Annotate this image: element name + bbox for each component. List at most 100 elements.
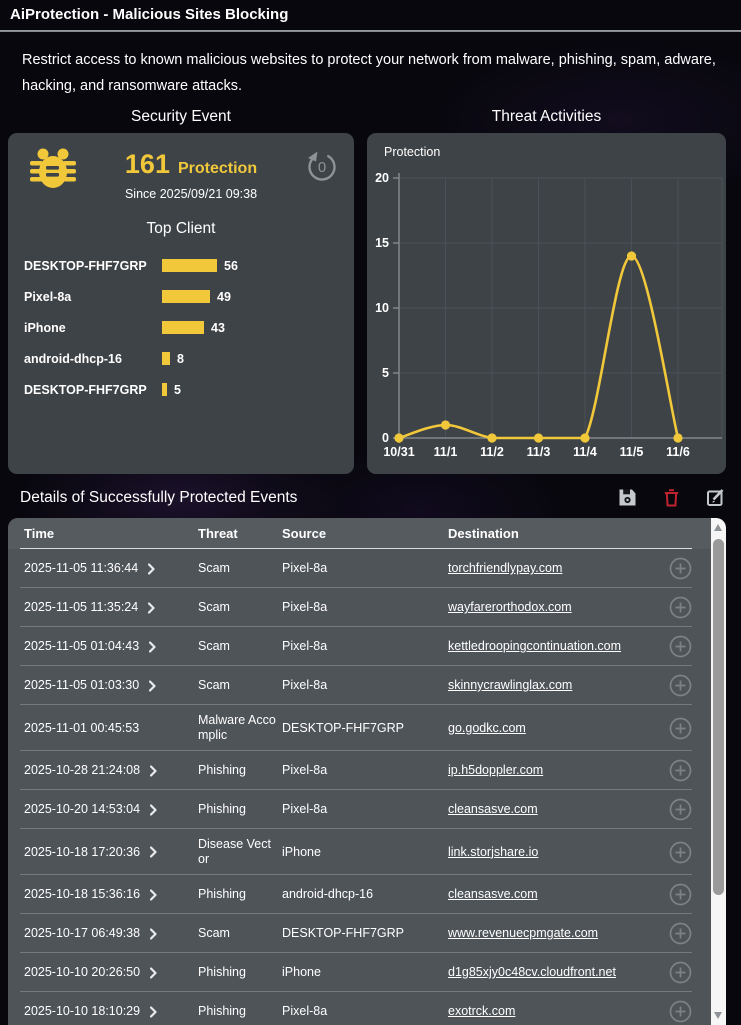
expand-row-button[interactable] bbox=[669, 922, 692, 945]
expand-row-button[interactable] bbox=[669, 674, 692, 697]
event-threat: Phishing bbox=[198, 763, 246, 777]
row-expand-chevron[interactable] bbox=[149, 640, 156, 653]
chevron-right-icon bbox=[148, 562, 155, 578]
edit-icon bbox=[706, 489, 725, 510]
destination-link[interactable]: d1g85xjy0c48cv.cloudfront.net bbox=[448, 965, 616, 979]
expand-row-button[interactable] bbox=[669, 759, 692, 782]
client-value: 49 bbox=[217, 289, 231, 304]
expand-row-button[interactable] bbox=[669, 961, 692, 984]
event-time: 2025-10-28 21:24:08 bbox=[24, 763, 141, 777]
destination-link[interactable]: torchfriendlypay.com bbox=[448, 561, 563, 575]
chevron-right-icon bbox=[149, 846, 157, 861]
event-destination: torchfriendlypay.com bbox=[448, 561, 634, 576]
destination-link[interactable]: cleansasve.com bbox=[448, 802, 538, 816]
event-source: android-dhcp-16 bbox=[282, 887, 374, 901]
event-time: 2025-10-10 20:26:50 bbox=[24, 965, 141, 979]
event-time: 2025-10-18 17:20:36 bbox=[24, 844, 141, 859]
client-row: iPhone 43 bbox=[8, 312, 354, 343]
scroll-down-button[interactable] bbox=[714, 1012, 722, 1019]
event-source: Pixel-8a bbox=[282, 802, 328, 816]
event-source: Pixel-8a bbox=[282, 763, 328, 777]
row-expand-chevron[interactable] bbox=[149, 679, 156, 692]
table-row: 2025-11-05 11:35:24 Scam Pixel-8a wayfarero… bbox=[8, 588, 726, 627]
expand-row-button[interactable] bbox=[669, 798, 692, 821]
event-source: DESKTOP-FHF7GRP bbox=[282, 720, 405, 735]
scroll-up-button[interactable] bbox=[714, 524, 722, 531]
row-expand-chevron[interactable] bbox=[148, 562, 155, 578]
event-time-cell: 2025-10-18 17:20:36 bbox=[24, 845, 198, 860]
svg-text:0: 0 bbox=[318, 159, 326, 176]
since-timestamp: Since 2025/09/21 09:38 bbox=[124, 187, 258, 201]
event-destination: kettledroopingcontinuation.com bbox=[448, 639, 634, 654]
event-action-cell bbox=[634, 557, 726, 580]
scrollbar-thumb[interactable] bbox=[713, 539, 724, 895]
row-expand-chevron[interactable] bbox=[149, 1005, 157, 1018]
destination-link[interactable]: link.storjshare.io bbox=[448, 844, 539, 859]
svg-text:11/6: 11/6 bbox=[666, 445, 690, 459]
svg-text:11/4: 11/4 bbox=[573, 445, 597, 459]
expand-row-button[interactable] bbox=[669, 596, 692, 619]
event-time: 2025-11-05 01:04:43 bbox=[24, 639, 140, 653]
delete-log-button[interactable] bbox=[663, 488, 680, 507]
expand-row-button[interactable] bbox=[669, 883, 692, 906]
destination-link[interactable]: wayfarerorthodox.com bbox=[448, 600, 572, 614]
row-expand-chevron[interactable] bbox=[148, 601, 155, 617]
plus-circle-icon bbox=[669, 883, 692, 909]
save-log-button[interactable] bbox=[618, 488, 637, 507]
destination-link[interactable]: kettledroopingcontinuation.com bbox=[448, 639, 622, 653]
threat-activities-heading: Threat Activities bbox=[491, 108, 602, 125]
event-destination: skinnycrawlinglax.com bbox=[448, 678, 634, 693]
table-row: 2025-11-05 11:36:44 Scam Pixel-8a torchfrie… bbox=[8, 549, 726, 588]
row-expand-chevron[interactable] bbox=[149, 888, 157, 904]
svg-text:10/31: 10/31 bbox=[383, 445, 414, 459]
row-expand-chevron[interactable] bbox=[149, 803, 157, 816]
event-threat: Disease Vector bbox=[198, 837, 271, 866]
table-row: 2025-10-10 20:26:50 Phishing iPhone d1g85xj… bbox=[8, 953, 726, 992]
destination-link[interactable]: go.godkc.com bbox=[448, 720, 526, 735]
destination-link[interactable]: www.revenuecpmgate.com bbox=[448, 926, 599, 940]
client-row: android-dhcp-16 8 bbox=[8, 343, 354, 374]
event-threat: Phishing bbox=[198, 802, 246, 816]
row-expand-chevron[interactable] bbox=[149, 966, 157, 979]
expand-row-button[interactable] bbox=[669, 717, 692, 740]
table-header-row: Time Threat Source Destination bbox=[8, 518, 726, 549]
scrollbar-track[interactable] bbox=[711, 518, 726, 1025]
destination-link[interactable]: exotrck.com bbox=[448, 1004, 516, 1018]
event-threat: Phishing bbox=[198, 965, 246, 979]
expand-row-button[interactable] bbox=[669, 635, 692, 658]
event-time-cell: 2025-11-05 01:03:30 bbox=[24, 678, 198, 693]
event-threat: Scam bbox=[198, 678, 230, 692]
plus-circle-icon bbox=[669, 1000, 692, 1025]
expand-row-button[interactable] bbox=[669, 841, 692, 864]
column-header-threat: Threat bbox=[198, 526, 238, 541]
expand-row-button[interactable] bbox=[669, 557, 692, 580]
event-action-cell bbox=[634, 922, 726, 945]
row-expand-chevron[interactable] bbox=[149, 927, 157, 940]
column-header-destination: Destination bbox=[448, 526, 519, 541]
destination-link[interactable]: skinnycrawlinglax.com bbox=[448, 678, 573, 692]
event-destination: link.storjshare.io bbox=[448, 845, 634, 860]
table-row: 2025-10-28 21:24:08 Phishing Pixel-8a ip.h5… bbox=[8, 751, 726, 790]
plus-circle-icon bbox=[669, 557, 692, 583]
edit-list-button[interactable] bbox=[706, 488, 725, 507]
event-action-cell bbox=[634, 961, 726, 984]
svg-text:11/1: 11/1 bbox=[434, 445, 458, 459]
event-threat: Phishing bbox=[198, 1004, 246, 1018]
row-expand-chevron[interactable] bbox=[149, 764, 157, 777]
svg-text:0: 0 bbox=[382, 431, 389, 445]
event-time-cell: 2025-10-17 06:49:38 bbox=[24, 926, 198, 941]
plus-circle-icon bbox=[669, 635, 692, 661]
chevron-right-icon bbox=[149, 888, 157, 904]
page-description: Restrict access to known malicious websi… bbox=[22, 52, 716, 94]
event-time: 2025-11-05 01:03:30 bbox=[24, 678, 140, 692]
destination-link[interactable]: cleansasve.com bbox=[448, 887, 538, 901]
event-destination: cleansasve.com bbox=[448, 887, 634, 902]
destination-link[interactable]: ip.h5doppler.com bbox=[448, 763, 544, 777]
reset-counter-button[interactable]: 0 bbox=[304, 148, 340, 187]
plus-circle-icon bbox=[669, 674, 692, 700]
event-action-cell bbox=[634, 798, 726, 821]
row-expand-chevron[interactable] bbox=[149, 846, 157, 861]
event-source: Pixel-8a bbox=[282, 639, 328, 653]
chevron-right-icon bbox=[148, 601, 155, 617]
plus-circle-icon bbox=[669, 841, 692, 867]
